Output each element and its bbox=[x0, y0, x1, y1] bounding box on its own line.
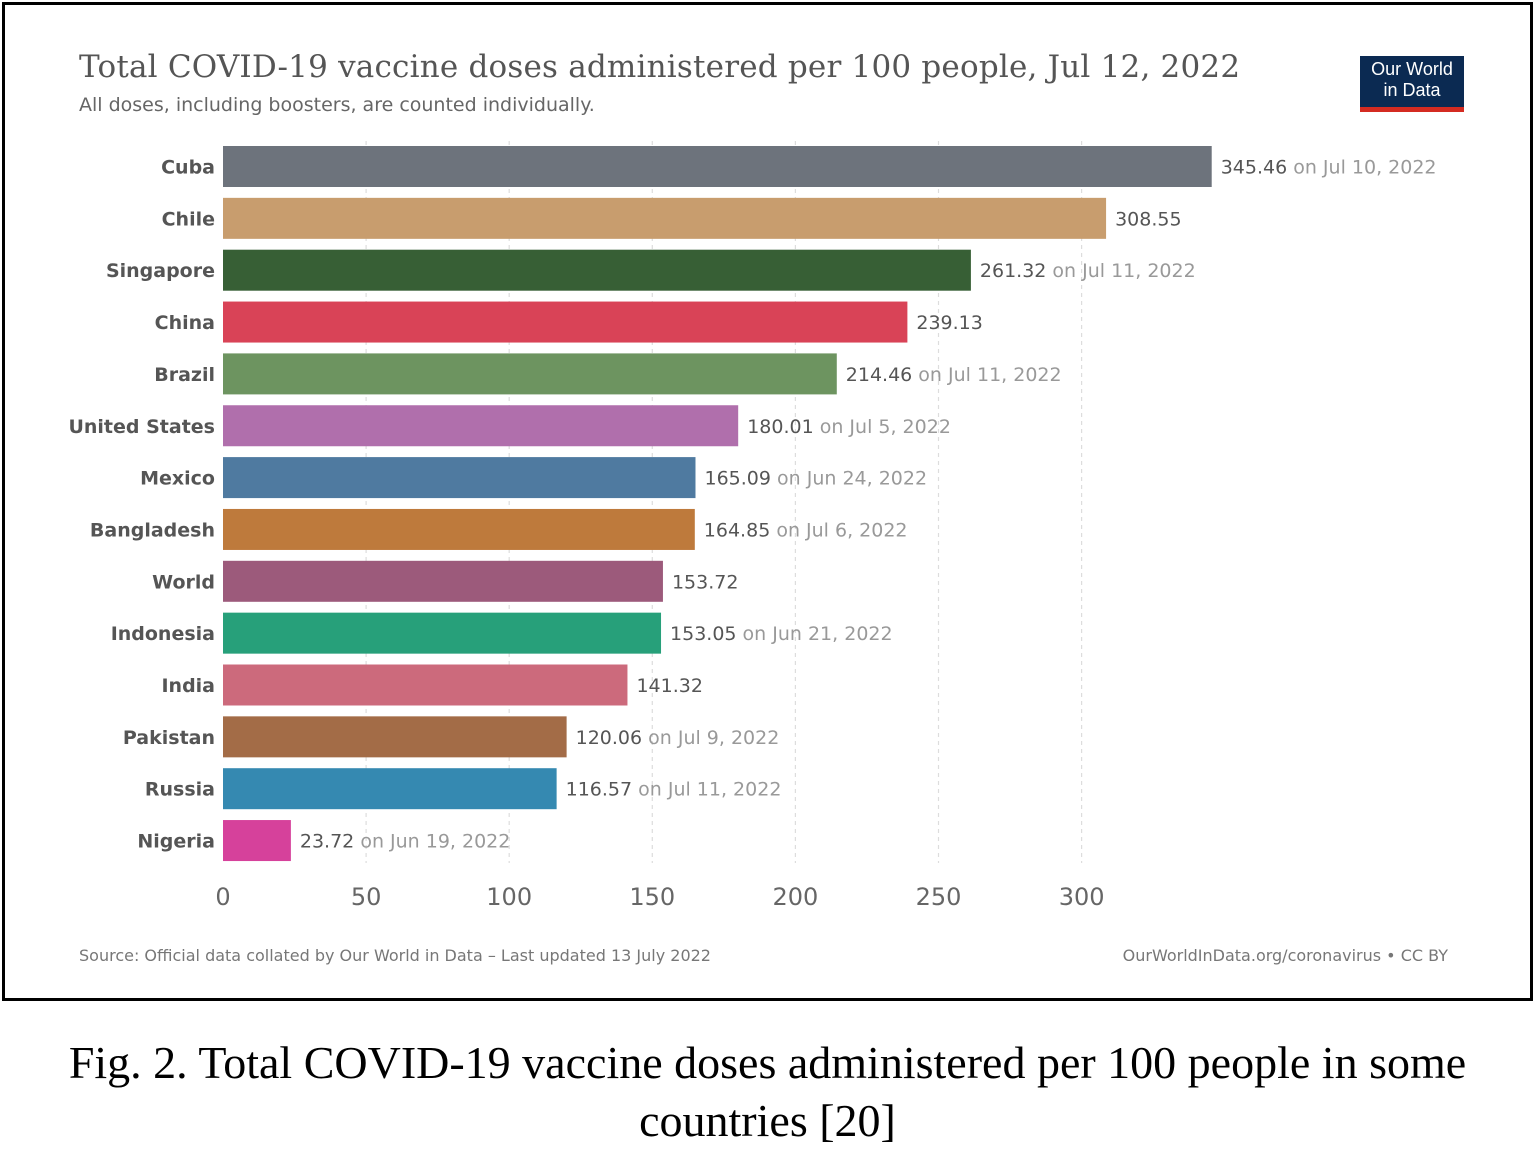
value-label: 345.46 on Jul 10, 2022 bbox=[1221, 157, 1437, 179]
value-number: 180.01 bbox=[747, 416, 813, 438]
category-label: World bbox=[152, 571, 215, 593]
value-date: on Jun 19, 2022 bbox=[354, 831, 510, 853]
x-tick-label: 300 bbox=[1059, 883, 1105, 911]
bar-world[interactable] bbox=[223, 560, 663, 602]
figure-caption: Fig. 2. Total COVID-19 vaccine doses adm… bbox=[68, 1037, 1467, 1146]
bar-mexico[interactable] bbox=[223, 457, 696, 499]
category-label: Chile bbox=[162, 208, 215, 230]
bar-united-states[interactable] bbox=[223, 405, 739, 447]
x-tick-label: 50 bbox=[351, 883, 382, 911]
category-label: Mexico bbox=[140, 468, 215, 490]
value-date: on Jul 11, 2022 bbox=[632, 779, 781, 801]
bar-russia[interactable] bbox=[223, 768, 557, 810]
category-label: Cuba bbox=[161, 157, 215, 179]
value-date: on Jul 9, 2022 bbox=[642, 727, 779, 749]
logo-line-2: in Data bbox=[1383, 80, 1441, 100]
value-number: 239.13 bbox=[916, 312, 982, 334]
value-label: 141.32 bbox=[636, 675, 702, 697]
owid-logo[interactable]: Our World in Data bbox=[1360, 56, 1464, 112]
category-label: Singapore bbox=[106, 260, 215, 282]
value-label: 116.57 on Jul 11, 2022 bbox=[566, 779, 782, 801]
bar-chart: Cuba Chile Singapore China Brazil United Stat… bbox=[68, 141, 1437, 911]
x-tick-label: 250 bbox=[916, 883, 962, 911]
value-label: 153.05 on Jun 21, 2022 bbox=[670, 623, 893, 645]
value-number: 153.72 bbox=[672, 571, 738, 593]
x-tick-label: 100 bbox=[486, 883, 532, 911]
value-label: 164.85 on Jul 6, 2022 bbox=[704, 519, 908, 541]
value-label: 214.46 on Jul 11, 2022 bbox=[846, 364, 1062, 386]
bar-indonesia[interactable] bbox=[223, 612, 662, 654]
value-number: 261.32 bbox=[980, 260, 1046, 282]
bar-nigeria[interactable] bbox=[223, 820, 291, 862]
value-date: on Jul 11, 2022 bbox=[1046, 260, 1195, 282]
chart-subtitle: All doses, including boosters, are count… bbox=[79, 94, 595, 116]
value-number: 165.09 bbox=[704, 468, 770, 490]
value-label: 23.72 on Jun 19, 2022 bbox=[300, 831, 511, 853]
value-label: 165.09 on Jun 24, 2022 bbox=[704, 468, 927, 490]
x-tick-label: 200 bbox=[772, 883, 818, 911]
value-number: 23.72 bbox=[300, 831, 354, 853]
value-label: 308.55 bbox=[1115, 208, 1181, 230]
value-labels: 345.46 on Jul 10, 2022 308.55 261.32 on Ju… bbox=[300, 157, 1437, 853]
category-label: Bangladesh bbox=[90, 519, 215, 541]
value-number: 120.06 bbox=[576, 727, 642, 749]
category-label: Russia bbox=[145, 779, 215, 801]
category-label: Nigeria bbox=[137, 831, 215, 853]
category-labels: Cuba Chile Singapore China Brazil United Stat… bbox=[68, 157, 215, 853]
chart-title: Total COVID-19 vaccine doses administere… bbox=[79, 49, 1241, 85]
bar-india[interactable] bbox=[223, 664, 628, 706]
x-axis-ticks: 0 50 100 150 200 250 300 bbox=[215, 883, 1104, 911]
value-date: on Jul 11, 2022 bbox=[912, 364, 1061, 386]
x-tick-label: 150 bbox=[629, 883, 675, 911]
value-date: on Jul 10, 2022 bbox=[1287, 157, 1436, 179]
category-label: Pakistan bbox=[123, 727, 215, 749]
value-date: on Jun 24, 2022 bbox=[771, 468, 927, 490]
value-number: 214.46 bbox=[846, 364, 912, 386]
value-number: 308.55 bbox=[1115, 208, 1181, 230]
bars bbox=[223, 146, 1212, 862]
chart-frame: Total COVID-19 vaccine doses administere… bbox=[2, 2, 1533, 1001]
value-label: 180.01 on Jul 5, 2022 bbox=[747, 416, 951, 438]
bar-chile[interactable] bbox=[223, 197, 1107, 239]
x-tick-label: 0 bbox=[215, 883, 230, 911]
license-link[interactable]: OurWorldInData.org/coronavirus • CC BY bbox=[1122, 946, 1448, 965]
logo-line-1: Our World bbox=[1371, 59, 1453, 79]
bar-cuba[interactable] bbox=[223, 146, 1212, 187]
bar-pakistan[interactable] bbox=[223, 716, 567, 758]
source-note: Source: Official data collated by Our Wo… bbox=[79, 946, 711, 965]
value-number: 153.05 bbox=[670, 623, 736, 645]
bar-china[interactable] bbox=[223, 301, 908, 343]
value-label: 261.32 on Jul 11, 2022 bbox=[980, 260, 1196, 282]
category-label: United States bbox=[68, 416, 215, 438]
value-date: on Jul 6, 2022 bbox=[770, 519, 907, 541]
bar-singapore[interactable] bbox=[223, 249, 971, 291]
category-label: India bbox=[161, 675, 215, 697]
value-number: 116.57 bbox=[566, 779, 632, 801]
value-number: 164.85 bbox=[704, 519, 770, 541]
value-label: 153.72 bbox=[672, 571, 738, 593]
value-number: 345.46 bbox=[1221, 157, 1287, 179]
bar-bangladesh[interactable] bbox=[223, 508, 695, 550]
bar-brazil[interactable] bbox=[223, 353, 837, 395]
value-label: 120.06 on Jul 9, 2022 bbox=[576, 727, 780, 749]
category-label: China bbox=[155, 312, 215, 334]
value-date: on Jul 5, 2022 bbox=[814, 416, 951, 438]
value-label: 239.13 bbox=[916, 312, 982, 334]
value-number: 141.32 bbox=[636, 675, 702, 697]
value-date: on Jun 21, 2022 bbox=[737, 623, 893, 645]
category-label: Brazil bbox=[154, 364, 215, 386]
category-label: Indonesia bbox=[111, 623, 215, 645]
